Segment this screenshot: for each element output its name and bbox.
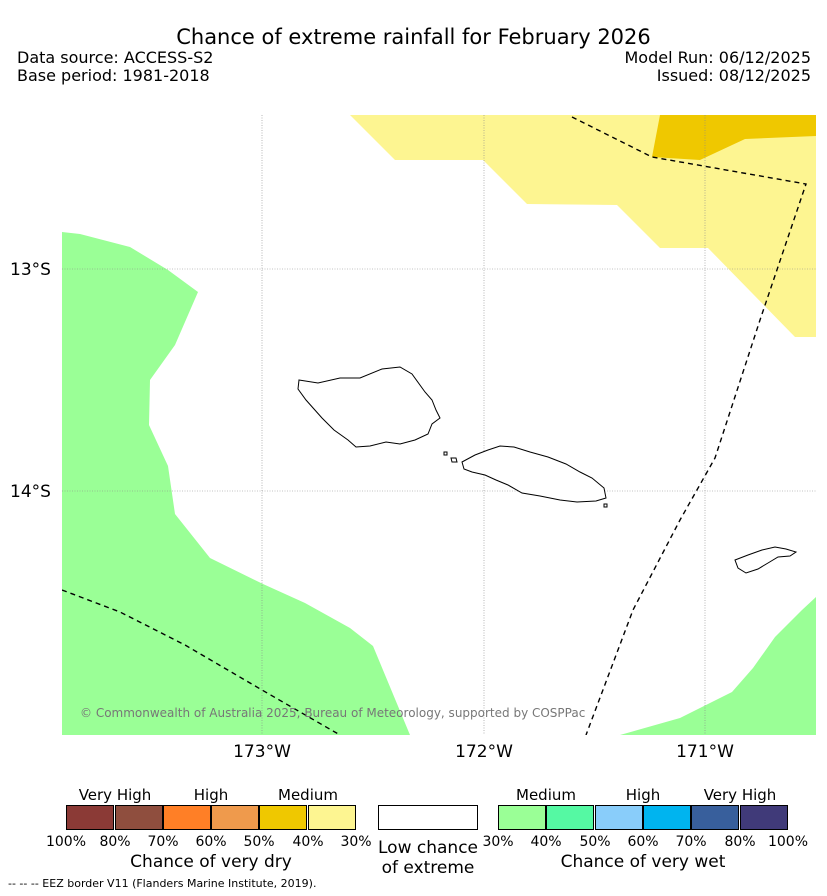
wet-swatch — [546, 805, 594, 830]
dry-tick: 60% — [195, 834, 227, 850]
dry-heading-medium: Medium — [278, 786, 338, 804]
wet-tick: 70% — [675, 834, 707, 850]
map-title: Chance of extreme rainfall for February … — [176, 25, 651, 49]
wet-heading-very-high: Very High — [703, 786, 777, 804]
low-chance-swatch — [378, 805, 478, 830]
lat-label-14s: 14°S — [10, 482, 51, 502]
dry-tick: 50% — [243, 834, 275, 850]
wet-swatch — [643, 805, 691, 830]
dry-tick: 80% — [99, 834, 131, 850]
wet-tick: 60% — [627, 834, 659, 850]
wet-swatch — [740, 805, 788, 830]
wet-tick: 80% — [724, 834, 756, 850]
island-small-2 — [450, 457, 458, 463]
dry-tick: 70% — [147, 834, 179, 850]
dry-tick: 30% — [340, 834, 372, 850]
lat-label-13s: 13°S — [10, 260, 51, 280]
dry-swatch — [259, 805, 307, 830]
dry-caption: Chance of very dry — [130, 852, 292, 872]
wet-caption: Chance of very wet — [560, 852, 726, 872]
island-savaii — [297, 366, 441, 448]
region-medium-wet-west — [62, 232, 410, 735]
lon-label-172w: 172°W — [455, 742, 513, 762]
wet-heading-medium: Medium — [516, 786, 576, 804]
dry-swatch — [115, 805, 163, 830]
dry-swatch — [66, 805, 114, 830]
island-tutuila — [734, 546, 798, 574]
region-medium-wet-southeast — [620, 597, 816, 735]
lon-label-173w: 173°W — [233, 742, 291, 762]
base-period: Base period: 1981-2018 — [17, 66, 210, 85]
wet-tick: 100% — [767, 834, 809, 850]
lon-label-171w: 171°W — [676, 742, 734, 762]
wet-tick: 50% — [579, 834, 611, 850]
issued-date: Issued: 08/12/2025 — [656, 66, 811, 85]
low-chance-line1: Low chance — [378, 838, 478, 858]
data-source: Data source: ACCESS-S2 — [17, 48, 214, 67]
islands — [297, 366, 798, 574]
dry-tick: 100% — [45, 834, 87, 850]
copyright-notice: © Commonwealth of Australia 2025, Bureau… — [80, 706, 586, 720]
dry-swatch — [211, 805, 259, 830]
dry-heading-very-high: Very High — [78, 786, 152, 804]
dry-tick: 40% — [292, 834, 324, 850]
wet-heading-high: High — [625, 786, 661, 804]
wet-swatch — [498, 805, 546, 830]
eez-footnote: -- -- -- EEZ border V11 (Flanders Marine… — [8, 877, 317, 890]
dry-swatch — [163, 805, 211, 830]
wet-swatch — [595, 805, 643, 830]
wet-tick: 30% — [482, 834, 514, 850]
eez-border — [62, 116, 807, 735]
island-upolu — [461, 445, 607, 503]
model-run: Model Run: 06/12/2025 — [624, 48, 812, 67]
island-small-3 — [603, 503, 608, 508]
dry-swatch — [308, 805, 356, 830]
island-small-1 — [443, 451, 448, 456]
dry-heading-high: High — [193, 786, 229, 804]
wet-tick: 40% — [530, 834, 562, 850]
region-medium-dry — [350, 115, 816, 337]
region-medium-high-dry — [652, 115, 816, 160]
wet-swatch — [691, 805, 739, 830]
graticule — [62, 115, 816, 735]
low-chance-line2: of extreme — [381, 858, 475, 878]
low-chance-caption: Low chance of extreme — [378, 838, 478, 878]
